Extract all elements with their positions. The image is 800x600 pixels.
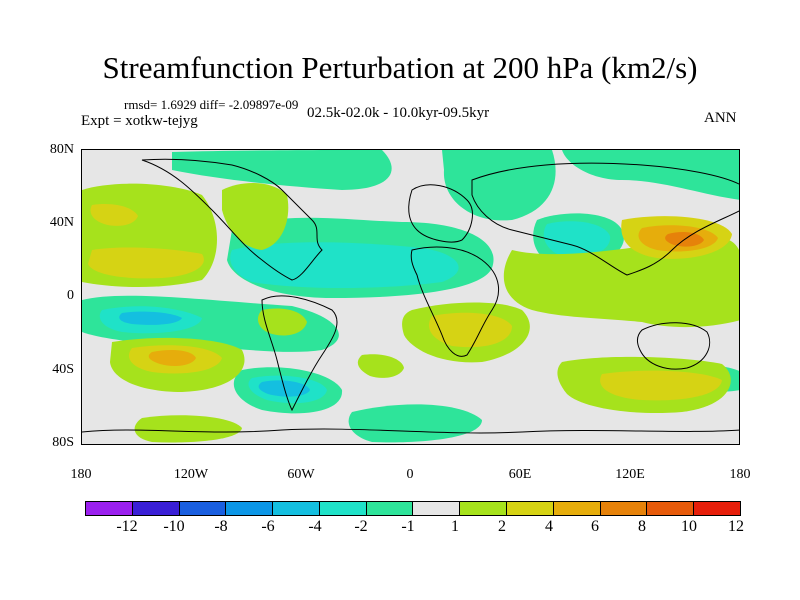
- contour-neg-2: [230, 242, 459, 288]
- colorbar-swatch: [319, 502, 367, 515]
- colorbar-swatch: [413, 502, 461, 515]
- colorbar-swatch: [366, 502, 414, 515]
- colorbar-swatch: [694, 502, 740, 515]
- colorbar-label: -10: [163, 518, 185, 535]
- lon-label-0: 0: [406, 467, 414, 482]
- plot-title: Streamfunction Perturbation at 200 hPa (…: [102, 50, 698, 85]
- contour-pos-1: [257, 308, 307, 336]
- contour-pos-2: [428, 312, 512, 348]
- colorbar-label: 12: [728, 518, 744, 535]
- colorbar-swatch: [86, 502, 133, 515]
- colorbar-label: 2: [498, 518, 506, 535]
- colorbar-label: 10: [681, 518, 697, 535]
- coastline-south-america: [261, 295, 338, 412]
- lat-label-80n: 80N: [49, 142, 74, 157]
- lon-label-120w: 120W: [173, 467, 209, 482]
- contour-pos-1: [134, 415, 242, 443]
- contour-neg-1: [442, 150, 556, 221]
- colorbar-label: 6: [591, 518, 599, 535]
- positive-anomaly-regions: [82, 183, 739, 443]
- colorbar-swatch: [460, 502, 508, 515]
- coastline-australia: [637, 322, 711, 370]
- season-label: ANN: [704, 110, 737, 126]
- contour-neg-1: [562, 150, 739, 200]
- map-canvas: [82, 150, 739, 443]
- lat-label-40s: 40S: [52, 362, 74, 377]
- colorbar-swatch: [553, 502, 601, 515]
- contour-pos-1: [503, 236, 739, 328]
- colorbar-swatch: [132, 502, 180, 515]
- coastline-africa: [410, 246, 500, 357]
- colorbar-swatch: [179, 502, 227, 515]
- lon-label-60w: 60W: [287, 467, 315, 482]
- streamfunction-map: [81, 149, 740, 445]
- colorbar-label: -12: [116, 518, 138, 535]
- colorbar: [85, 501, 741, 516]
- colorbar-swatch: [600, 502, 648, 515]
- contour-neg-4: [119, 311, 182, 325]
- colorbar-swatch: [226, 502, 274, 515]
- colorbar-swatch: [273, 502, 320, 515]
- colorbar-label: 4: [545, 518, 553, 535]
- colorbar-swatch: [507, 502, 554, 515]
- colorbar-label: -8: [214, 518, 228, 535]
- coastlines: [82, 158, 739, 434]
- coastline-antarctica: [82, 428, 739, 434]
- experiment-label: Expt = xotkw-tejyg: [81, 113, 198, 129]
- colorbar-swatch: [647, 502, 695, 515]
- colorbar-label: -1: [401, 518, 415, 535]
- colorbar-label: -4: [308, 518, 322, 535]
- coastline-asia: [471, 162, 739, 276]
- lon-label-180e: 180: [729, 467, 751, 482]
- contour-neg-1: [348, 404, 482, 443]
- colorbar-label: 1: [451, 518, 459, 535]
- contour-pos-1: [222, 183, 289, 250]
- coastline-north-america: [141, 158, 323, 281]
- colorbar-label: -2: [354, 518, 368, 535]
- colorbar-label: -6: [261, 518, 275, 535]
- colorbar-label: 8: [638, 518, 646, 535]
- period-label: 02.5k-02.0k - 10.0kyr-09.5kyr: [307, 105, 490, 121]
- lat-label-80s: 80S: [52, 435, 74, 450]
- stats-label: rmsd= 1.6929 diff= -2.09897e-09: [124, 97, 299, 112]
- lon-label-60e: 60E: [508, 467, 532, 482]
- contour-pos-2: [600, 370, 722, 401]
- lat-label-eq: 0: [67, 288, 74, 303]
- lat-label-40n: 40N: [49, 215, 74, 230]
- lon-label-180w: 180: [70, 467, 92, 482]
- contour-pos-2: [90, 204, 138, 226]
- contour-pos-4: [148, 350, 196, 366]
- contour-pos-2: [88, 247, 204, 279]
- contour-neg-1: [172, 150, 392, 190]
- contour-neg-2: [543, 221, 611, 258]
- contour-pos-1: [357, 354, 404, 378]
- lon-label-120e: 120E: [615, 467, 645, 482]
- coastline-europe: [408, 184, 473, 243]
